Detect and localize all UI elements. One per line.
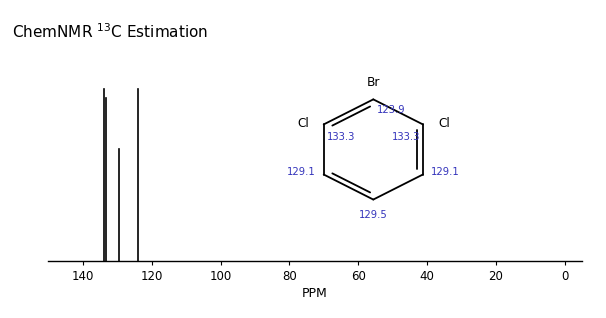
Text: 133.3: 133.3 <box>392 132 420 142</box>
Text: Br: Br <box>367 76 380 89</box>
X-axis label: PPM: PPM <box>302 287 328 300</box>
Text: 129.1: 129.1 <box>287 167 316 177</box>
Text: 129.1: 129.1 <box>431 167 460 177</box>
Text: ChemNMR $^{13}$C Estimation: ChemNMR $^{13}$C Estimation <box>12 22 208 41</box>
Text: 129.5: 129.5 <box>359 210 388 219</box>
Text: 133.3: 133.3 <box>327 132 355 142</box>
Text: 123.9: 123.9 <box>376 105 405 114</box>
Text: Cl: Cl <box>438 117 450 130</box>
Text: Cl: Cl <box>297 117 308 130</box>
